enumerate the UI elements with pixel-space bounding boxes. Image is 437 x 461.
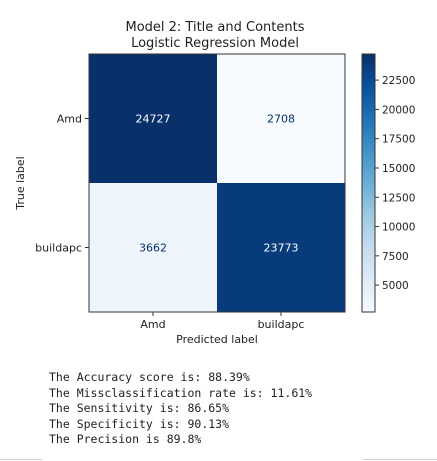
matrix-cell-r0-c1 [217,54,345,183]
x-axis-ticks: Amd buildapc [140,312,304,331]
x-tick-label-1: buildapc [258,318,305,331]
confusion-matrix-figure: Model 2: Title and Contents Logistic Reg… [14,20,415,346]
matrix-value-r1-c0: 3662 [139,242,167,255]
matrix-cell-labels: 24727 2708 3662 23773 [136,113,299,255]
x-axis-label: Predicted label [176,333,258,346]
matrix-cell-r0-c0 [89,54,217,183]
metric-accuracy: The Accuracy score is: 88.39% [49,370,250,384]
matrix-cells [89,54,345,312]
colorbar-tick-label-4: 15000 [382,163,415,175]
y-tick-label-1: buildapc [35,242,82,255]
colorbar-tick-label-0: 5000 [382,280,409,292]
matrix-cell-r1-c1 [217,183,345,312]
matrix-cell-r1-c0 [89,183,217,312]
metric-specificity: The Specificity is: 90.13% [49,416,230,431]
colorbar-ticks: 5000 7500 10000 12500 15000 17500 20000 22500 [375,75,415,292]
y-tick-label-0: Amd [57,113,82,126]
matrix-value-r0-c0: 24727 [136,113,171,126]
divider-left [0,459,42,460]
metric-precision: The Precision is 89.8% [49,432,202,446]
colorbar-tick-label-7: 22500 [382,75,415,87]
matrix-value-r0-c1: 2708 [267,113,295,126]
divider-right [363,459,437,460]
matrix-value-r1-c1: 23773 [264,242,299,255]
chart-title-line-1: Model 2: Title and Contents [125,20,304,35]
metric-misclassification: The Missclassification rate is: 11.61% [49,385,313,400]
x-tick-label-0: Amd [140,318,165,331]
colorbar-tick-label-6: 20000 [382,104,415,116]
y-axis-label: True label [14,156,27,210]
metrics-output: The Accuracy score is: 88.39% The Misscl… [49,370,312,448]
plot-frame [88,53,346,313]
y-axis-ticks: Amd buildapc [35,113,89,255]
colorbar-tick-label-3: 12500 [382,192,415,204]
colorbar [361,53,376,313]
colorbar-tick-label-5: 17500 [382,134,415,146]
metric-sensitivity: The Sensitivity is: 86.65% [49,401,230,415]
chart-title-line-2: Logistic Regression Model [131,36,299,51]
colorbar-tick-label-2: 10000 [382,222,415,234]
colorbar-tick-label-1: 7500 [382,251,409,263]
